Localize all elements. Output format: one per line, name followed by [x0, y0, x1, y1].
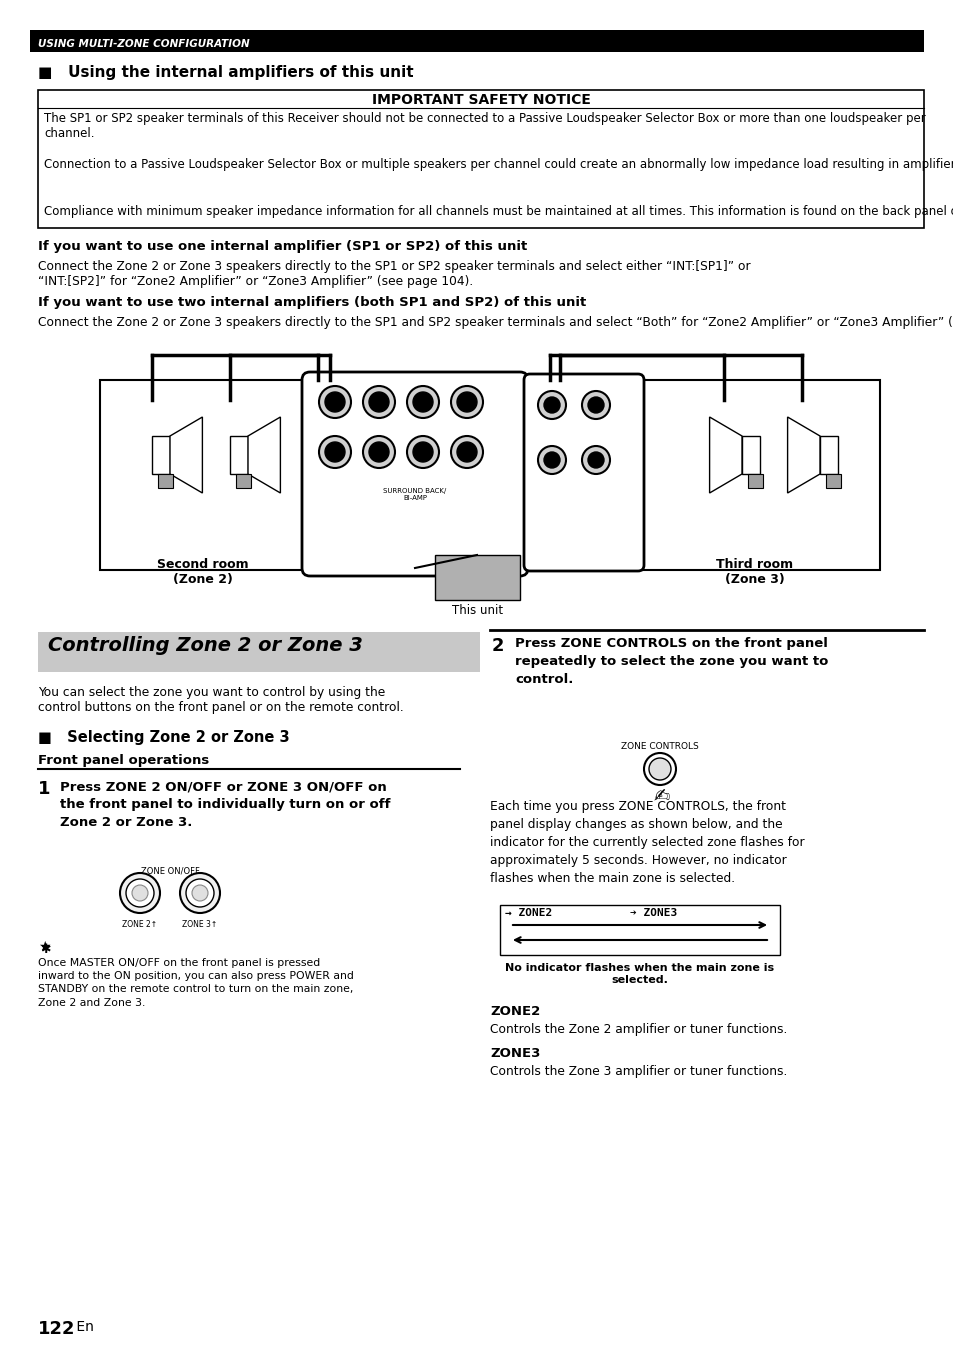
Text: ■   Using the internal amplifiers of this unit: ■ Using the internal amplifiers of this …: [38, 65, 414, 80]
Polygon shape: [787, 417, 820, 493]
Circle shape: [587, 452, 603, 468]
Circle shape: [407, 435, 438, 468]
Polygon shape: [709, 417, 741, 493]
Text: This unit: This unit: [452, 604, 502, 617]
Circle shape: [186, 879, 213, 907]
Text: Once MASTER ON/OFF on the front panel is pressed
inward to the ON position, you : Once MASTER ON/OFF on the front panel is…: [38, 958, 354, 1007]
Bar: [38, 90, 923, 228]
Circle shape: [126, 879, 153, 907]
Text: Controls the Zone 3 amplifier or tuner functions.: Controls the Zone 3 amplifier or tuner f…: [490, 1065, 786, 1078]
Circle shape: [456, 442, 476, 462]
Text: → ZONE2: → ZONE2: [504, 909, 552, 918]
Circle shape: [369, 442, 389, 462]
Circle shape: [451, 386, 482, 418]
FancyBboxPatch shape: [302, 372, 527, 576]
Text: Press ZONE 2 ON/OFF or ZONE 3 ON/OFF on
the front panel to individually turn on : Press ZONE 2 ON/OFF or ZONE 3 ON/OFF on …: [60, 780, 390, 829]
Circle shape: [363, 386, 395, 418]
Circle shape: [648, 758, 670, 780]
Text: 2: 2: [492, 638, 504, 655]
Text: ✍: ✍: [653, 787, 670, 806]
Bar: [629, 380, 879, 570]
Circle shape: [192, 886, 208, 900]
Bar: [747, 474, 762, 488]
Circle shape: [581, 446, 609, 474]
Text: SURROUND BACK/
BI-AMP: SURROUND BACK/ BI-AMP: [383, 488, 446, 501]
Bar: [100, 380, 305, 570]
Circle shape: [180, 874, 220, 913]
Circle shape: [120, 874, 160, 913]
Circle shape: [587, 398, 603, 412]
Circle shape: [132, 886, 148, 900]
Bar: [158, 474, 172, 488]
Text: Controls the Zone 2 amplifier or tuner functions.: Controls the Zone 2 amplifier or tuner f…: [490, 1023, 786, 1037]
Text: ZONE3: ZONE3: [490, 1047, 539, 1060]
Text: 1: 1: [38, 780, 51, 798]
Circle shape: [543, 398, 559, 412]
Bar: [435, 555, 519, 600]
Circle shape: [543, 452, 559, 468]
Text: Controlling Zone 2 or Zone 3: Controlling Zone 2 or Zone 3: [48, 636, 362, 655]
Text: Third room
(Zone 3): Third room (Zone 3): [716, 558, 793, 586]
Text: If you want to use two internal amplifiers (both SP1 and SP2) of this unit: If you want to use two internal amplifie…: [38, 297, 586, 309]
Circle shape: [581, 391, 609, 419]
Text: ★: ★: [38, 940, 51, 954]
Circle shape: [537, 446, 565, 474]
Text: ZONE 3↑: ZONE 3↑: [182, 919, 217, 929]
Text: ZONE CONTROLS: ZONE CONTROLS: [620, 741, 699, 751]
Bar: [38, 632, 479, 673]
Bar: [499, 905, 780, 954]
Text: The SP1 or SP2 speaker terminals of this Receiver should not be connected to a P: The SP1 or SP2 speaker terminals of this…: [44, 112, 924, 140]
Polygon shape: [248, 417, 280, 493]
Text: Second room
(Zone 2): Second room (Zone 2): [156, 558, 248, 586]
Circle shape: [537, 391, 565, 419]
Circle shape: [643, 754, 676, 785]
Circle shape: [407, 386, 438, 418]
Text: USING MULTI-ZONE CONFIGURATION: USING MULTI-ZONE CONFIGURATION: [38, 39, 250, 49]
Circle shape: [363, 435, 395, 468]
Text: Each time you press ZONE CONTROLS, the front
panel display changes as shown belo: Each time you press ZONE CONTROLS, the f…: [490, 799, 803, 886]
Text: IMPORTANT SAFETY NOTICE: IMPORTANT SAFETY NOTICE: [371, 93, 590, 106]
Bar: [230, 435, 248, 474]
Text: 122: 122: [38, 1320, 75, 1339]
Bar: [741, 435, 760, 474]
Text: Compliance with minimum speaker impedance information for all channels must be m: Compliance with minimum speaker impedanc…: [44, 205, 953, 218]
Text: Front panel operations: Front panel operations: [38, 754, 209, 767]
Bar: [825, 474, 841, 488]
Circle shape: [456, 392, 476, 412]
Bar: [235, 474, 251, 488]
Circle shape: [369, 392, 389, 412]
Text: ZONE ON/OFF: ZONE ON/OFF: [140, 867, 199, 876]
Text: No indicator flashes when the main zone is
selected.: No indicator flashes when the main zone …: [505, 962, 774, 984]
Circle shape: [413, 392, 433, 412]
Circle shape: [318, 435, 351, 468]
Text: Connect the Zone 2 or Zone 3 speakers directly to the SP1 or SP2 speaker termina: Connect the Zone 2 or Zone 3 speakers di…: [38, 260, 750, 288]
Text: You can select the zone you want to control by using the
control buttons on the : You can select the zone you want to cont…: [38, 686, 403, 714]
Text: ZONE 2↑: ZONE 2↑: [122, 919, 157, 929]
Circle shape: [325, 442, 345, 462]
Text: ➔ ZONE3: ➔ ZONE3: [629, 909, 677, 918]
Text: Press ZONE CONTROLS on the front panel
repeatedly to select the zone you want to: Press ZONE CONTROLS on the front panel r…: [515, 638, 827, 686]
Text: Connect the Zone 2 or Zone 3 speakers directly to the SP1 and SP2 speaker termin: Connect the Zone 2 or Zone 3 speakers di…: [38, 315, 953, 329]
Circle shape: [413, 442, 433, 462]
Circle shape: [325, 392, 345, 412]
Bar: [152, 435, 170, 474]
Text: ■   Selecting Zone 2 or Zone 3: ■ Selecting Zone 2 or Zone 3: [38, 731, 290, 745]
Circle shape: [318, 386, 351, 418]
Text: En: En: [71, 1320, 93, 1335]
Circle shape: [451, 435, 482, 468]
Text: ✱: ✱: [40, 944, 51, 956]
Polygon shape: [170, 417, 202, 493]
Text: ZONE2: ZONE2: [490, 1006, 539, 1018]
Bar: [30, 30, 923, 53]
Bar: [820, 435, 837, 474]
Text: Connection to a Passive Loudspeaker Selector Box or multiple speakers per channe: Connection to a Passive Loudspeaker Sele…: [44, 158, 953, 171]
Text: If you want to use one internal amplifier (SP1 or SP2) of this unit: If you want to use one internal amplifie…: [38, 240, 527, 253]
FancyBboxPatch shape: [523, 373, 643, 572]
